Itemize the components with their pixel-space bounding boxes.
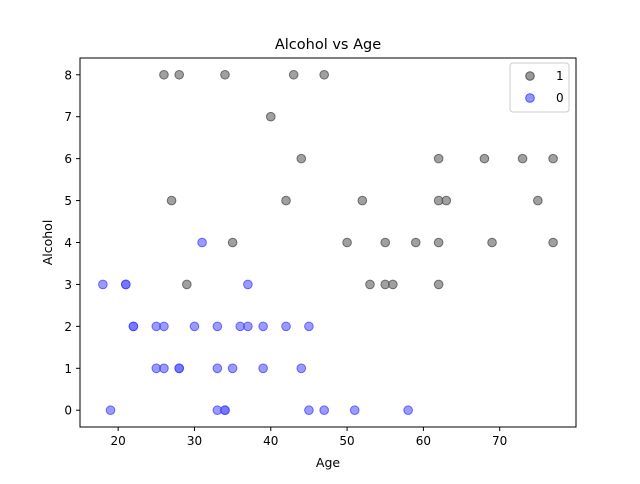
y-tick-label: 4	[64, 236, 72, 250]
x-tick-label: 70	[492, 434, 507, 448]
scatter-point-series-0	[128, 321, 139, 332]
scatter-point-series-1	[182, 279, 192, 290]
scatter-point-series-0	[258, 321, 268, 332]
scatter-point-series-0	[98, 279, 108, 290]
scatter-point-series-0	[258, 363, 268, 374]
legend: 1 0	[509, 62, 570, 113]
x-tick-label: 20	[111, 434, 126, 448]
scatter-point-series-1	[342, 237, 352, 248]
scatter-point-series-1	[220, 69, 230, 80]
scatter-point-series-1	[479, 153, 490, 164]
scatter-point-series-1	[174, 69, 184, 80]
data-points	[98, 69, 558, 416]
y-axis-label: Alcohol	[40, 220, 55, 266]
scatter-point-series-1	[487, 237, 497, 248]
scatter-point-series-1	[357, 195, 368, 206]
scatter-point-series-0	[120, 279, 131, 290]
legend-frame	[509, 62, 570, 113]
y-tick-label: 3	[64, 278, 72, 292]
y-tick-label: 8	[64, 68, 72, 82]
y-tick-label: 5	[64, 194, 72, 208]
scatter-point-series-0	[220, 405, 230, 416]
scatter-point-series-1	[388, 279, 398, 290]
scatter-point-series-0	[174, 363, 184, 374]
legend-label-0: 0	[556, 91, 564, 105]
scatter-point-series-0	[304, 321, 314, 332]
x-axis-ticks: 20 30 40 50 60 70	[111, 427, 507, 448]
scatter-point-series-1	[433, 237, 444, 248]
scatter-point-series-1	[410, 237, 421, 248]
y-tick-label: 6	[64, 152, 72, 166]
scatter-point-series-1	[319, 69, 329, 80]
scatter-point-series-1	[227, 237, 238, 248]
scatter-point-series-1	[441, 195, 452, 206]
scatter-point-series-0	[212, 363, 223, 374]
scatter-point-series-1	[433, 279, 444, 290]
x-tick-label: 50	[339, 434, 354, 448]
scatter-point-series-0	[159, 321, 169, 332]
y-tick-label: 1	[64, 362, 72, 376]
y-tick-label: 2	[64, 320, 72, 334]
legend-marker-1	[525, 71, 535, 81]
scatter-point-series-1	[166, 195, 177, 206]
scatter-point-series-1	[548, 237, 558, 248]
scatter-point-series-0	[212, 321, 223, 332]
legend-marker-0	[525, 93, 535, 103]
y-tick-label: 0	[64, 404, 72, 418]
scatter-point-series-0	[243, 279, 253, 290]
scatter-point-series-0	[227, 363, 238, 374]
x-tick-label: 40	[263, 434, 278, 448]
scatter-point-series-0	[296, 363, 307, 374]
chart-title: Alcohol vs Age	[275, 37, 381, 53]
scatter-point-series-1	[380, 237, 391, 248]
x-axis-label: Age	[316, 455, 340, 470]
y-axis-ticks: 0 1 2 3 4 5 6 7 8	[64, 68, 80, 418]
y-tick-label: 7	[64, 110, 72, 124]
scatter-point-series-0	[304, 405, 314, 416]
scatter-point-series-1	[548, 153, 558, 164]
scatter-point-series-1	[159, 69, 169, 80]
scatter-point-series-1	[517, 153, 528, 164]
scatter-point-series-0	[319, 405, 329, 416]
scatter-point-series-0	[349, 405, 360, 416]
scatter-point-series-0	[403, 405, 413, 416]
x-tick-label: 30	[187, 434, 202, 448]
scatter-point-series-0	[189, 321, 200, 332]
scatter-point-series-0	[281, 321, 291, 332]
scatter-point-series-0	[243, 321, 253, 332]
scatter-point-series-1	[281, 195, 291, 206]
scatter-point-series-1	[265, 111, 276, 122]
scatter-point-series-1	[433, 153, 444, 164]
scatter-point-series-0	[159, 363, 169, 374]
x-tick-label: 60	[416, 434, 431, 448]
scatter-point-series-1	[296, 153, 307, 164]
scatter-point-series-1	[533, 195, 543, 206]
scatter-point-series-1	[365, 279, 375, 290]
scatter-point-series-0	[105, 405, 116, 416]
scatter-point-series-0	[197, 237, 207, 248]
scatter-point-series-1	[288, 69, 299, 80]
legend-label-1: 1	[556, 69, 564, 83]
